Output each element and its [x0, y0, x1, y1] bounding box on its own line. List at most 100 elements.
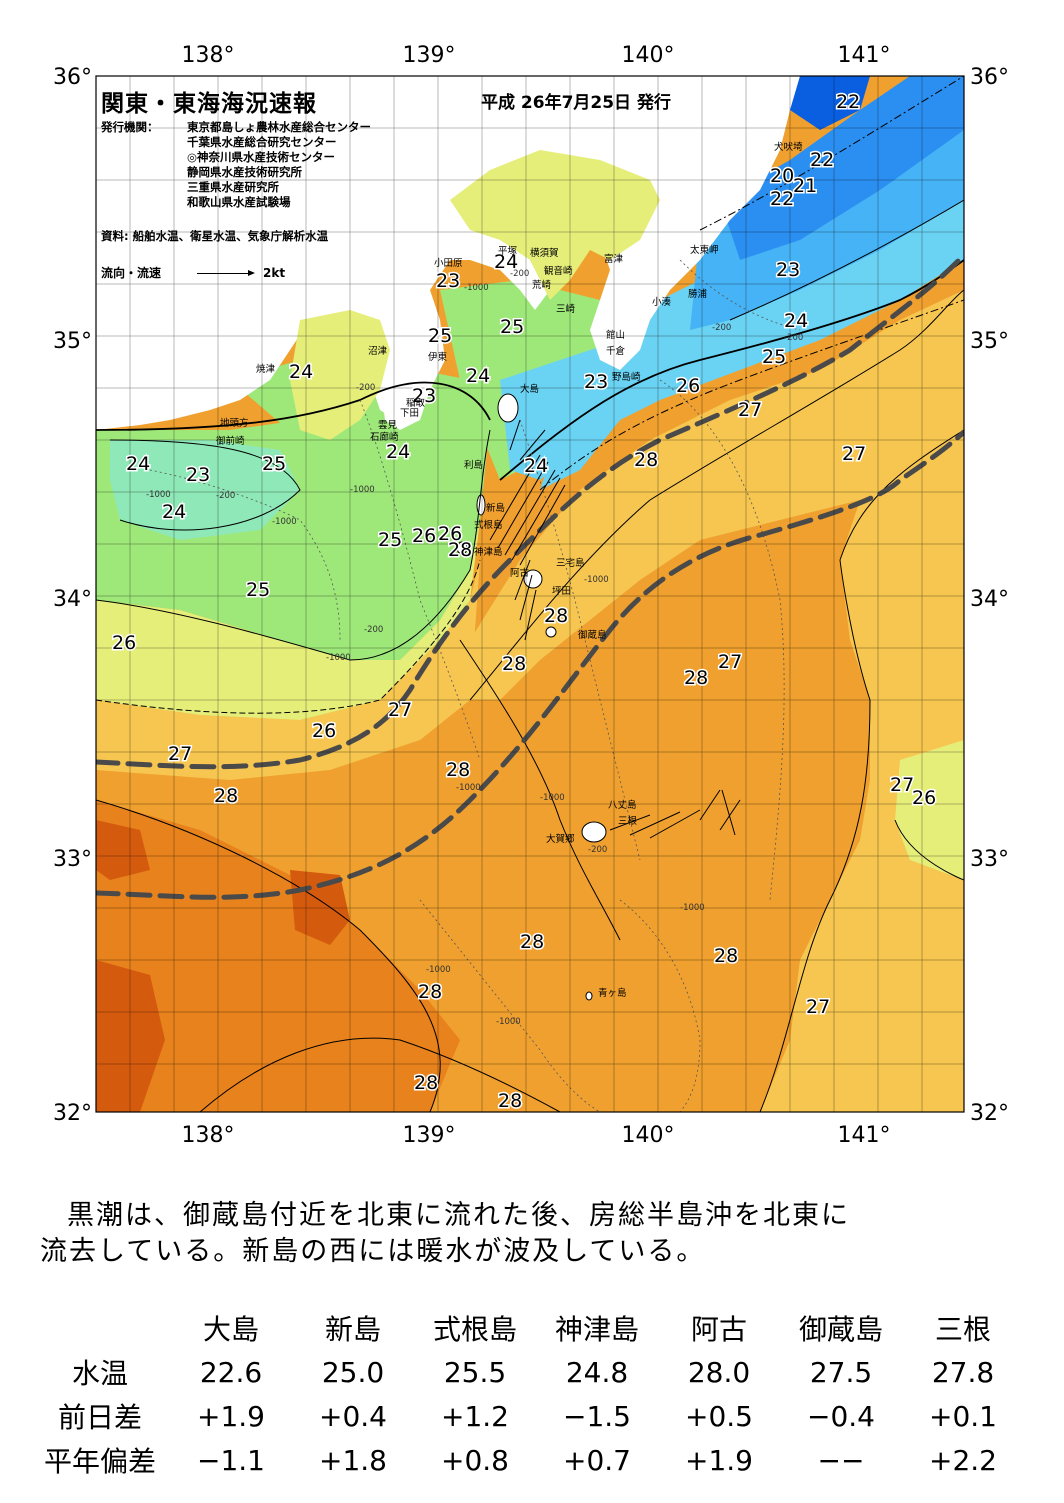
temp-label: 24 — [386, 441, 410, 463]
temp-label: 27 — [842, 443, 866, 465]
land-izu — [380, 290, 445, 430]
publisher-item: 千葉県水産総合研究センター — [187, 135, 337, 149]
temp-label: 23 — [186, 464, 210, 486]
column-header: 神津島 — [554, 1313, 639, 1346]
place-label: 式根島 — [474, 519, 503, 531]
current-vectors — [489, 419, 741, 839]
lon-label: 141° — [838, 43, 891, 68]
depth-label: -200 — [712, 323, 731, 333]
table-header-row: 大島 新島 式根島 神津島 阿古 御蔵島 三根 — [30, 1306, 1024, 1350]
temp-label: 23 — [436, 270, 460, 292]
kuroshio-axis — [96, 252, 964, 900]
place-label: 沼津 — [368, 346, 388, 357]
flow-legend: 流向・流速 2kt — [101, 264, 285, 281]
temp-label: 28 — [684, 667, 708, 689]
temperature-labels: 22 22 20 21 22 23 24 25 23 24 25 23 25 2… — [111, 90, 938, 1114]
lat-label: 34° — [970, 587, 1009, 612]
table-cell: +0.1 — [929, 1399, 997, 1433]
publisher-item: 和歌山県水産試験場 — [187, 195, 291, 209]
column-header: 御蔵島 — [798, 1313, 883, 1346]
place-label: 地頭方 — [220, 417, 249, 429]
place-label: 観音崎 — [544, 265, 573, 277]
lon-axis-bottom: 138° 139° 140° 141° — [182, 1123, 891, 1148]
temp-label: 22 — [810, 149, 834, 171]
island-hachijojima — [581, 821, 607, 843]
lon-label: 140° — [622, 43, 675, 68]
publisher-item: 三重県水産研究所 — [187, 180, 279, 194]
lat-label: 32° — [970, 1101, 1009, 1126]
issue-date: 平成 26年7月25日 発行 — [481, 93, 671, 113]
temp-label: 27 — [388, 699, 412, 721]
place-label: 小湊 — [652, 296, 672, 308]
column-header: 三根 — [934, 1313, 991, 1346]
zone-20-boso — [790, 76, 870, 130]
temp-label: 28 — [520, 931, 544, 953]
flow-arrow-icon — [197, 270, 256, 276]
table-cell: 27.8 — [931, 1355, 995, 1389]
zone-27-east — [760, 300, 964, 1112]
depth-label: -1000 — [456, 783, 481, 793]
temp-label: 24 — [289, 361, 313, 383]
depth-label: -1000 — [272, 517, 297, 527]
depth-label: -200 — [510, 269, 529, 279]
report-title: 関東・東海海況速報 — [101, 91, 317, 117]
zone-21-boso — [720, 76, 964, 260]
flow-legend-label: 流向・流速 — [101, 266, 162, 280]
depth-labels: -200 -1000 -1000 -200 -200 -1000 -200 -1… — [146, 269, 803, 1027]
temp-label: 28 — [448, 539, 472, 561]
zone-29-southwest — [96, 800, 460, 1112]
temp-label: 28 — [498, 1090, 522, 1112]
tokyo-bay-water — [450, 150, 660, 300]
publisher-list: 東京都島しょ農林水産総合センター 千葉県水産総合研究センター ◎神奈川県水産技術… — [187, 120, 371, 210]
temp-label: 24 — [126, 453, 150, 475]
place-label: 野島崎 — [612, 371, 641, 383]
lat-label: 36° — [970, 65, 1009, 90]
temp-label: 26 — [412, 525, 436, 547]
depth-label: -1000 — [146, 490, 171, 500]
lat-label: 35° — [53, 329, 92, 354]
summary-text: 黒潮は、御蔵島付近を北東に流れた後、房総半島沖を北東に 流去している。新島の西に… — [40, 1198, 1020, 1270]
place-label: 焼津 — [256, 363, 276, 375]
temp-label: 20 — [770, 165, 794, 187]
temp-label: 25 — [428, 325, 452, 347]
summary-line: 流去している。新島の西には暖水が波及している。 — [40, 1236, 706, 1267]
zone-27-band-north — [470, 290, 964, 700]
temp-label: 27 — [806, 996, 830, 1018]
table-corner — [30, 1306, 170, 1350]
temp-label: 25 — [762, 346, 786, 368]
lat-label: 34° — [53, 587, 92, 612]
place-label: 八丈島 — [608, 799, 637, 811]
temperature-field — [96, 76, 964, 1112]
temp-label: 26 — [676, 375, 700, 397]
table-cell: 27.5 — [809, 1355, 873, 1389]
depth-label: -1000 — [326, 653, 351, 663]
table-row: 前日差 +1.9 +0.4 +1.2 −1.5 +0.5 −0.4 +0.1 — [30, 1394, 1024, 1438]
place-label: 荒崎 — [532, 279, 552, 291]
place-label: 小田原 — [434, 258, 463, 269]
temp-label: 23 — [412, 385, 436, 407]
zone-26-east — [895, 740, 964, 880]
table-cell: +0.4 — [319, 1399, 387, 1433]
temp-label: 25 — [500, 316, 524, 338]
lat-label: 33° — [53, 847, 92, 872]
depth-label: -1000 — [464, 283, 489, 293]
place-label: 坪田 — [552, 585, 571, 597]
temp-label: 26 — [912, 787, 936, 809]
place-label: 稲取 — [406, 397, 426, 409]
map-grid — [96, 76, 964, 1112]
temp-label: 23 — [776, 259, 800, 281]
place-label: 太東岬 — [690, 244, 719, 256]
lon-label: 139° — [403, 43, 456, 68]
place-labels: 犬吠埼 太東岬 勝浦 小湊 富津 横須賀 観音崎 荒崎 三崎 館山 千倉 野島崎… — [216, 141, 803, 999]
lon-label: 141° — [838, 1123, 891, 1148]
island-kozushima — [456, 541, 468, 555]
lat-label: 32° — [53, 1101, 92, 1126]
depth-label: -1000 — [496, 1017, 521, 1027]
temp-label: 27 — [890, 774, 914, 796]
lat-label: 36° — [53, 65, 92, 90]
place-label: 利島 — [464, 459, 483, 471]
table-cell: −1.5 — [563, 1399, 631, 1433]
depth-label: -200 — [784, 333, 803, 343]
lon-label: 138° — [182, 43, 235, 68]
flow-legend-scale: 2kt — [263, 266, 286, 280]
